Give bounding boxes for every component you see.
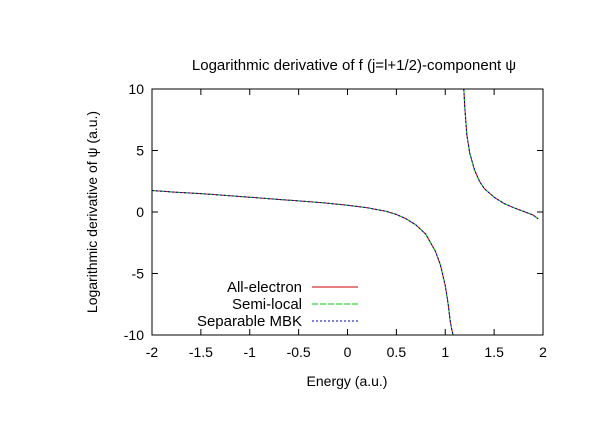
x-tick-label: 1.5 [484, 344, 504, 360]
series-line [463, 88, 539, 220]
y-axis-label: Logarithmic derivative of ψ (a.u.) [84, 111, 100, 313]
y-tick-label: 10 [128, 81, 144, 97]
legend-entry-label: Separable MBK [197, 313, 302, 330]
legend-entry-label: All-electron [227, 279, 302, 296]
series-line [463, 88, 539, 220]
plot-area [151, 88, 539, 336]
x-tick-label: -1 [244, 344, 257, 360]
x-tick-label: 2 [539, 344, 547, 360]
y-tick-label: -5 [132, 266, 145, 282]
chart-title: Logarithmic derivative of f (j=l+1/2)-co… [192, 57, 516, 74]
series-line [151, 190, 454, 336]
legend-entry-label: Semi-local [232, 296, 302, 313]
x-tick-label: -0.5 [287, 344, 311, 360]
x-tick-label: 0 [344, 344, 352, 360]
y-tick-label: 0 [136, 204, 144, 220]
x-tick-label: 0.5 [387, 344, 407, 360]
x-axis-label: Energy (a.u.) [307, 373, 388, 389]
plot-frame [151, 88, 544, 336]
x-tick-label: -2 [146, 344, 159, 360]
x-tick-label: -1.5 [189, 344, 213, 360]
y-tick-label: -10 [124, 327, 144, 343]
axis-ticks: -2 -1.5 -1 -0.5 0 0.5 1 1.5 2 -10 -5 0 5 10 [124, 81, 547, 360]
x-tick-label: 1 [441, 344, 449, 360]
y-tick-label: 5 [136, 143, 144, 159]
series-line [463, 88, 539, 220]
